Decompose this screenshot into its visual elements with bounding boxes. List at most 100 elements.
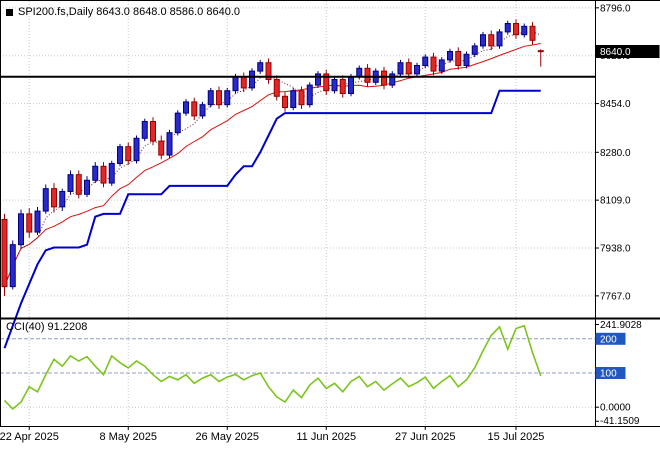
cci-tick-label: 0.0000	[600, 403, 631, 414]
candle-body	[339, 79, 346, 94]
candle-body	[273, 79, 280, 97]
candle-body	[364, 67, 371, 83]
candle-body	[447, 51, 453, 61]
indicator-label: CCI(40) 91.2208	[6, 321, 88, 333]
candle-body	[389, 73, 396, 86]
candle-body	[331, 79, 338, 92]
cci-level-badge-label: 100	[600, 369, 617, 380]
cci-level-badge-label: 200	[600, 334, 617, 345]
candle-body	[298, 90, 305, 106]
candle-body	[133, 137, 140, 162]
candle-body	[108, 162, 115, 184]
date-tick-label: 15 Jul 2025	[488, 431, 545, 443]
candle-body	[504, 23, 511, 33]
candle-body	[480, 34, 486, 47]
candle-body	[348, 76, 354, 94]
candle-body	[224, 90, 231, 106]
current-price-label: 8640.0	[600, 47, 631, 58]
price-tick-label: 8109.0	[600, 196, 631, 207]
candle-body	[471, 45, 478, 55]
cci-level-badge-200	[595, 332, 626, 345]
candle-body	[117, 146, 123, 164]
candle-body	[529, 25, 536, 41]
candle-body	[232, 76, 239, 92]
cci-line	[3, 324, 542, 410]
candle-body	[42, 188, 49, 212]
candle-body	[282, 95, 288, 108]
current-price-badge: 8640.0	[595, 45, 660, 59]
candle-body	[34, 210, 41, 233]
candle-body	[463, 53, 470, 67]
candle-body	[397, 62, 404, 75]
candle-body	[381, 70, 387, 86]
candle-body	[141, 120, 148, 139]
candle-body	[199, 104, 206, 117]
candle-body	[306, 84, 313, 106]
price-tick-label: 8280.0	[600, 148, 631, 159]
candles-layer	[1, 19, 544, 296]
candle-body	[496, 31, 503, 47]
candle-body	[290, 90, 297, 108]
date-tick-label: 11 Jun 2025	[296, 431, 356, 443]
symbol-info: SPI200.fs,Daily 8643.0 8648.0 8586.0 864…	[6, 6, 240, 18]
candle-body	[315, 73, 321, 86]
symbol-marker-icon	[6, 8, 13, 16]
candle-body	[191, 101, 198, 117]
candle-body	[249, 70, 255, 89]
cci-level-badge-100	[595, 367, 626, 379]
candle-body	[100, 165, 107, 184]
candle-body	[513, 23, 519, 36]
candle-body	[84, 179, 90, 195]
candle-body	[405, 62, 412, 75]
candle-body	[323, 73, 330, 92]
candle-body	[438, 59, 445, 72]
candle-body	[51, 188, 57, 208]
price-axis[interactable]: 8796.08625.08454.08280.08109.07938.07767…	[595, 3, 660, 302]
candle-body	[59, 190, 66, 208]
candle-body	[537, 50, 544, 53]
candle-body	[356, 67, 363, 78]
candle-body	[166, 132, 173, 156]
candle-body	[455, 51, 462, 67]
date-tick-label: 26 May 2025	[195, 431, 259, 443]
cci-tick-label: 241.9028	[600, 320, 642, 331]
candle-body	[9, 244, 16, 288]
candle-body	[414, 65, 420, 75]
frame-lines	[0, 0, 660, 427]
symbol-ohlc-text: SPI200.fs,Daily 8643.0 8648.0 8586.0 864…	[18, 6, 241, 18]
time-axis[interactable]: 22 Apr 2025 8 May 2025 26 May 2025 11 Jun 2…	[0, 426, 544, 443]
candle-body	[207, 90, 214, 106]
candle-body	[158, 140, 165, 156]
price-tick-label: 7767.0	[600, 291, 631, 302]
candle-body	[265, 62, 272, 80]
candle-body	[257, 62, 264, 72]
candle-body	[216, 90, 222, 106]
price-tick-label: 8796.0	[600, 3, 631, 14]
candle-body	[430, 56, 437, 72]
candle-body	[92, 165, 99, 181]
ma-fast-line	[4, 30, 541, 287]
candle-body	[26, 213, 33, 233]
candle-body	[1, 218, 8, 288]
candle-body	[174, 112, 181, 134]
candle-body	[75, 174, 82, 195]
candle-body	[150, 120, 156, 142]
current-price-box	[595, 45, 660, 59]
candle-body	[67, 174, 74, 192]
candle-body	[488, 34, 495, 47]
cci-tick-label: -41.1509	[600, 416, 640, 427]
ma-slow-line	[4, 43, 541, 287]
price-tick-label: 8454.0	[600, 99, 631, 110]
price-tick-label: 7938.0	[600, 244, 631, 255]
support-step-line	[3, 89, 541, 349]
date-tick-label: 27 Jun 2025	[395, 431, 456, 443]
candle-body	[183, 101, 189, 114]
cci-axis[interactable]: 241.9028 200 100 0.0000 -41.1509	[595, 320, 642, 427]
candle-body	[521, 25, 528, 36]
date-tick-label: 8 May 2025	[100, 431, 157, 443]
candle-body	[125, 146, 132, 162]
candle-body	[422, 56, 429, 67]
grid-layer	[0, 1, 595, 425]
